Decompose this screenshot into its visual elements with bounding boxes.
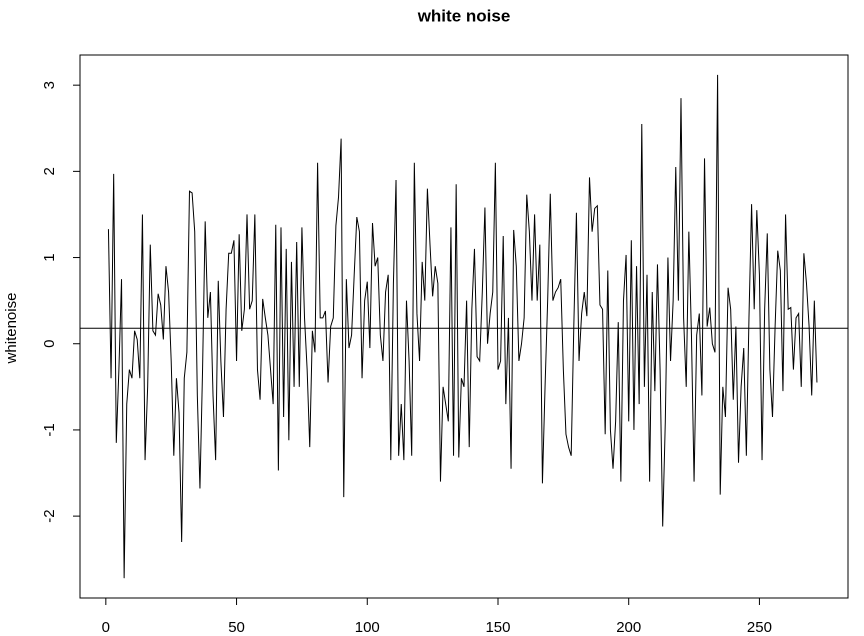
- x-tick-label: 200: [616, 619, 641, 636]
- x-tick-label: 100: [355, 619, 380, 636]
- x-tick-label: 150: [485, 619, 510, 636]
- chart-title: white noise: [417, 6, 511, 25]
- y-tick-label: -2: [41, 509, 58, 522]
- y-tick-label: -1: [41, 423, 58, 436]
- y-tick-label: 2: [41, 167, 58, 175]
- y-tick-label: 0: [41, 340, 58, 348]
- y-axis-label: whitenoise: [3, 293, 20, 365]
- x-tick-label: 0: [102, 619, 110, 636]
- x-tick-label: 250: [747, 619, 772, 636]
- plot-box: [79, 54, 849, 599]
- y-tick-label: 3: [41, 81, 58, 89]
- x-tick-label: 50: [228, 619, 245, 636]
- data-line: [107, 74, 818, 579]
- y-tick-label: 1: [41, 253, 58, 261]
